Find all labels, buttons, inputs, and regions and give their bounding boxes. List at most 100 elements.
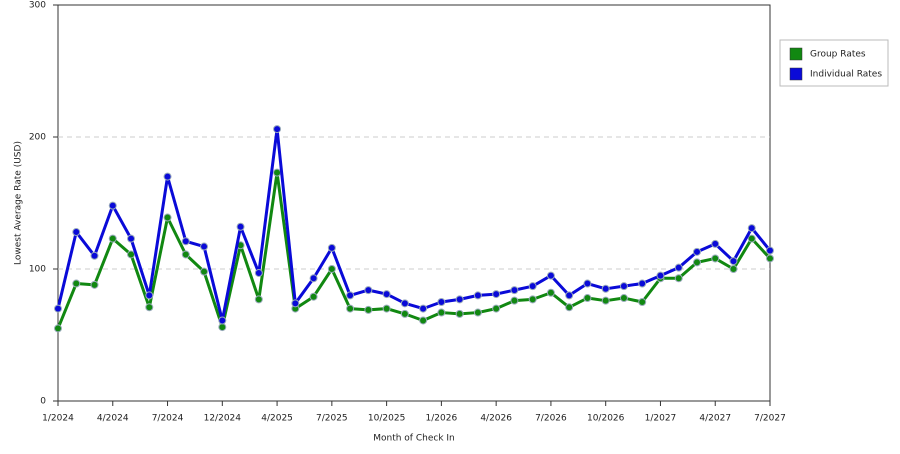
data-point bbox=[254, 268, 263, 277]
data-point bbox=[108, 201, 117, 210]
x-tick-label: 1/2026 bbox=[426, 414, 458, 424]
data-point bbox=[145, 291, 154, 300]
data-point bbox=[72, 228, 81, 237]
y-axis-label: Lowest Average Rate (USD) bbox=[14, 141, 24, 265]
data-point bbox=[692, 247, 701, 256]
data-point bbox=[382, 290, 391, 299]
data-point bbox=[127, 250, 136, 259]
data-point bbox=[419, 304, 428, 313]
x-tick-label: 4/2026 bbox=[480, 414, 512, 424]
data-point bbox=[346, 304, 355, 313]
data-point bbox=[181, 250, 190, 259]
data-point bbox=[711, 239, 720, 248]
x-tick-label: 12/2024 bbox=[204, 414, 242, 424]
x-tick-label: 10/2026 bbox=[587, 414, 625, 424]
data-point bbox=[565, 303, 574, 312]
y-tick-label: 200 bbox=[29, 133, 46, 143]
x-tick-label: 10/2025 bbox=[368, 414, 405, 424]
data-point bbox=[291, 299, 300, 308]
data-point bbox=[583, 294, 592, 303]
data-point bbox=[492, 290, 501, 299]
data-point bbox=[473, 308, 482, 317]
data-point bbox=[72, 279, 81, 288]
data-point bbox=[546, 271, 555, 280]
data-point bbox=[766, 254, 774, 263]
data-point bbox=[90, 251, 99, 260]
data-point bbox=[400, 299, 409, 308]
data-point bbox=[510, 296, 519, 305]
data-point bbox=[273, 168, 282, 177]
data-point bbox=[601, 284, 610, 293]
data-point bbox=[455, 309, 464, 318]
data-point bbox=[437, 308, 446, 317]
data-point bbox=[364, 305, 373, 314]
data-point bbox=[163, 172, 172, 181]
data-point bbox=[565, 291, 574, 300]
y-tick-label: 0 bbox=[40, 397, 46, 407]
data-point bbox=[382, 304, 391, 313]
x-tick-label: 1/2024 bbox=[42, 414, 74, 424]
x-tick-label: 4/2025 bbox=[261, 414, 293, 424]
x-tick-label: 7/2026 bbox=[535, 414, 567, 424]
series-line bbox=[56, 171, 772, 329]
data-point bbox=[218, 323, 227, 332]
data-point bbox=[327, 265, 336, 273]
data-point bbox=[200, 267, 209, 276]
data-point bbox=[583, 279, 592, 288]
data-point bbox=[108, 234, 117, 243]
data-point bbox=[145, 303, 154, 312]
data-point bbox=[54, 304, 62, 313]
y-tick-label: 100 bbox=[29, 265, 46, 275]
data-point bbox=[254, 295, 263, 304]
x-tick-label: 4/2024 bbox=[97, 414, 129, 424]
data-point bbox=[473, 291, 482, 300]
data-point bbox=[163, 213, 172, 222]
data-point bbox=[528, 282, 537, 291]
data-point bbox=[674, 274, 683, 283]
data-point bbox=[766, 246, 774, 255]
data-point bbox=[273, 125, 282, 134]
data-point bbox=[510, 286, 519, 295]
data-point bbox=[674, 263, 683, 272]
legend: Group Rates Individual Rates bbox=[779, 39, 889, 87]
data-point bbox=[309, 274, 318, 283]
data-point bbox=[346, 291, 355, 300]
data-point bbox=[90, 280, 99, 289]
data-point bbox=[638, 298, 647, 306]
data-point bbox=[747, 224, 756, 233]
data-point bbox=[218, 316, 227, 325]
data-point bbox=[711, 254, 720, 263]
data-point bbox=[601, 296, 610, 305]
legend-label: Group Rates bbox=[810, 50, 866, 60]
data-point bbox=[729, 257, 738, 266]
data-point bbox=[309, 292, 318, 301]
data-point bbox=[127, 234, 136, 243]
plot-frame bbox=[57, 4, 771, 402]
x-tick-label: 7/2027 bbox=[754, 414, 786, 424]
data-point bbox=[619, 282, 628, 291]
data-point bbox=[546, 288, 555, 297]
data-point bbox=[364, 286, 373, 295]
data-point bbox=[327, 243, 336, 252]
data-point bbox=[729, 265, 738, 273]
x-tick-label: 4/2027 bbox=[699, 414, 731, 424]
data-point bbox=[528, 295, 537, 304]
data-point bbox=[236, 222, 245, 231]
x-tick-label: 7/2024 bbox=[152, 414, 184, 424]
legend-swatch bbox=[789, 47, 803, 61]
legend-label: Individual Rates bbox=[810, 70, 882, 80]
data-point bbox=[656, 271, 665, 280]
data-point bbox=[619, 294, 628, 303]
x-tick-label: 1/2027 bbox=[645, 414, 677, 424]
data-point bbox=[455, 295, 464, 304]
data-point bbox=[638, 279, 647, 288]
x-axis-label: Month of Check In bbox=[373, 434, 455, 444]
data-point bbox=[747, 234, 756, 243]
data-point bbox=[419, 316, 428, 325]
data-point bbox=[200, 242, 209, 251]
data-point bbox=[54, 324, 62, 333]
data-point bbox=[437, 298, 446, 306]
data-point bbox=[692, 258, 701, 267]
y-tick-label: 300 bbox=[29, 1, 46, 11]
